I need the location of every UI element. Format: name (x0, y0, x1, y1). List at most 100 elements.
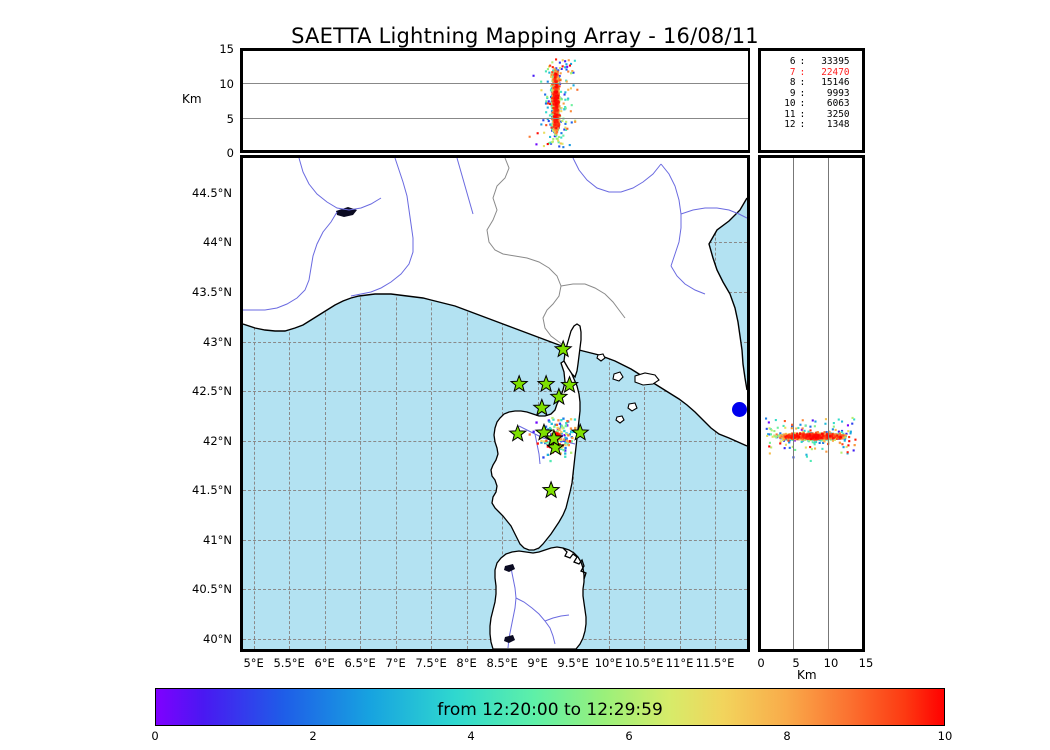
legend-station-id: 10 (784, 98, 796, 109)
right-panel-xtick-15: 15 (858, 656, 874, 670)
right-panel-xtick-5: 5 (792, 656, 800, 670)
legend-station-id: 12 (784, 119, 796, 130)
mainland-coastline (243, 293, 747, 447)
legend-row: 10: 6063 (761, 98, 862, 110)
legend-station-id: 6 (789, 56, 796, 67)
station-marker (534, 422, 554, 441)
map-gridline-vertical (608, 158, 610, 649)
admin-border-2 (560, 283, 626, 319)
map-lat-tick: 41.5°N (192, 483, 232, 498)
map-lat-tick: 44°N (203, 235, 232, 250)
sardinia-lake-1 (504, 564, 515, 572)
map-gridline-vertical (431, 158, 433, 649)
legend-count-value: 3250 (826, 108, 850, 120)
altitude-longitude-panel (240, 48, 750, 153)
corsica-landmass (490, 360, 581, 551)
map-gridline-vertical (395, 158, 397, 649)
colorbar-tick: 10 (937, 729, 953, 743)
map-lon-tick: 11.5°E (695, 656, 735, 670)
map-lat-tick: 44.5°N (192, 185, 232, 200)
station-marker (536, 374, 556, 393)
map-lon-tick: 9.5°E (557, 656, 589, 670)
legend-separator: : (799, 77, 806, 88)
legend-count-value: 15146 (821, 77, 850, 88)
map-gridline-horizontal (243, 391, 747, 393)
sardinia-ne-coast (562, 547, 587, 580)
right-panel-axis-label: Km (797, 668, 817, 682)
map-lon-tick: 6°E (314, 656, 335, 670)
cap-corse (563, 323, 582, 379)
station-marker (532, 398, 552, 416)
station-marker (570, 422, 590, 441)
map-lat-tick: 41°N (203, 532, 232, 547)
sardinia-landmass (489, 546, 587, 649)
top-panel-scatter (528, 58, 579, 149)
map-gridline-vertical (324, 158, 326, 649)
page-title: SAETTA Lightning Mapping Array - 16/08/1… (291, 24, 759, 48)
map-lon-tick: 9°E (527, 656, 548, 670)
map-gridline-horizontal (243, 341, 747, 343)
map-lat-tick: 43.5°N (192, 284, 232, 299)
map-lat-tick: 40.5°N (192, 582, 232, 597)
map-gridline-vertical (502, 158, 504, 649)
station-marker (544, 428, 564, 447)
map-gridline-vertical (289, 158, 291, 649)
legend-separator: : (799, 98, 806, 109)
colorbar-tick: 4 (467, 729, 475, 743)
map-gridline-vertical (644, 158, 646, 649)
map-lat-tick: 42°N (203, 433, 232, 448)
legend-count-value: 1348 (826, 119, 850, 130)
station-marker (509, 374, 529, 393)
colorbar-tick: 8 (783, 729, 791, 743)
map-gridline-vertical (466, 158, 468, 649)
colorbar[interactable] (155, 688, 945, 726)
legend-separator: : (799, 87, 806, 99)
map-lat-tick: 42.5°N (192, 384, 232, 399)
map-lon-tick: 8.5°E (486, 656, 518, 670)
map-gridline-vertical (679, 158, 681, 649)
map-lon-tick: 10.5°E (624, 656, 664, 670)
legend-count-value: 22470 (821, 66, 850, 78)
station-marker (541, 480, 561, 499)
map-geography (243, 158, 747, 649)
station-marker (553, 339, 573, 358)
sardinia-lake-2 (504, 635, 515, 643)
island-small-n (596, 353, 606, 362)
legend-count-value: 6063 (826, 98, 850, 109)
colorbar-time-range-label: from 12:20:00 to 12:29:59 (437, 700, 663, 720)
right-panel-xtick-0: 0 (757, 656, 765, 670)
colorbar-tick: 2 (309, 729, 317, 743)
legend-row: 6: 33395 (761, 56, 862, 68)
map-lon-tick: 5.5°E (273, 656, 305, 670)
legend-separator: : (799, 108, 806, 120)
island-montecristo (615, 415, 625, 424)
legend-station-id: 9 (789, 87, 796, 99)
map-lon-tick: 10°E (594, 656, 623, 670)
right-panel-scatter (765, 416, 857, 462)
island-giglio (627, 402, 638, 412)
legend-count-value: 33395 (821, 56, 850, 67)
map-gridline-horizontal (243, 589, 747, 591)
corsica-rivers (518, 425, 576, 465)
legend-row: 9: 9993 (761, 87, 862, 100)
island-capraia (612, 371, 624, 382)
map-gridline-vertical (537, 158, 539, 649)
legend-station-id: 11 (784, 108, 796, 120)
map-lon-tick: 7.5°E (415, 656, 447, 670)
map-panel[interactable] (240, 155, 750, 652)
top-panel-ytick-5: 5 (226, 112, 234, 126)
station-marker (560, 375, 579, 394)
colorbar-tick: 6 (625, 729, 633, 743)
island-elba (634, 372, 660, 386)
legend-row: 8: 15146 (761, 77, 862, 89)
map-gridline-horizontal (243, 490, 747, 492)
legend-station-id: 7 (789, 66, 796, 78)
station-marker (549, 387, 569, 406)
station-markers (508, 339, 590, 499)
mainland-rivers (243, 158, 747, 311)
legend-count-value: 9993 (826, 87, 850, 99)
legend-separator: : (799, 56, 806, 67)
top-panel-ytick-15: 15 (219, 42, 234, 56)
altitude-latitude-panel (758, 155, 865, 652)
admin-border-1 (486, 158, 568, 349)
